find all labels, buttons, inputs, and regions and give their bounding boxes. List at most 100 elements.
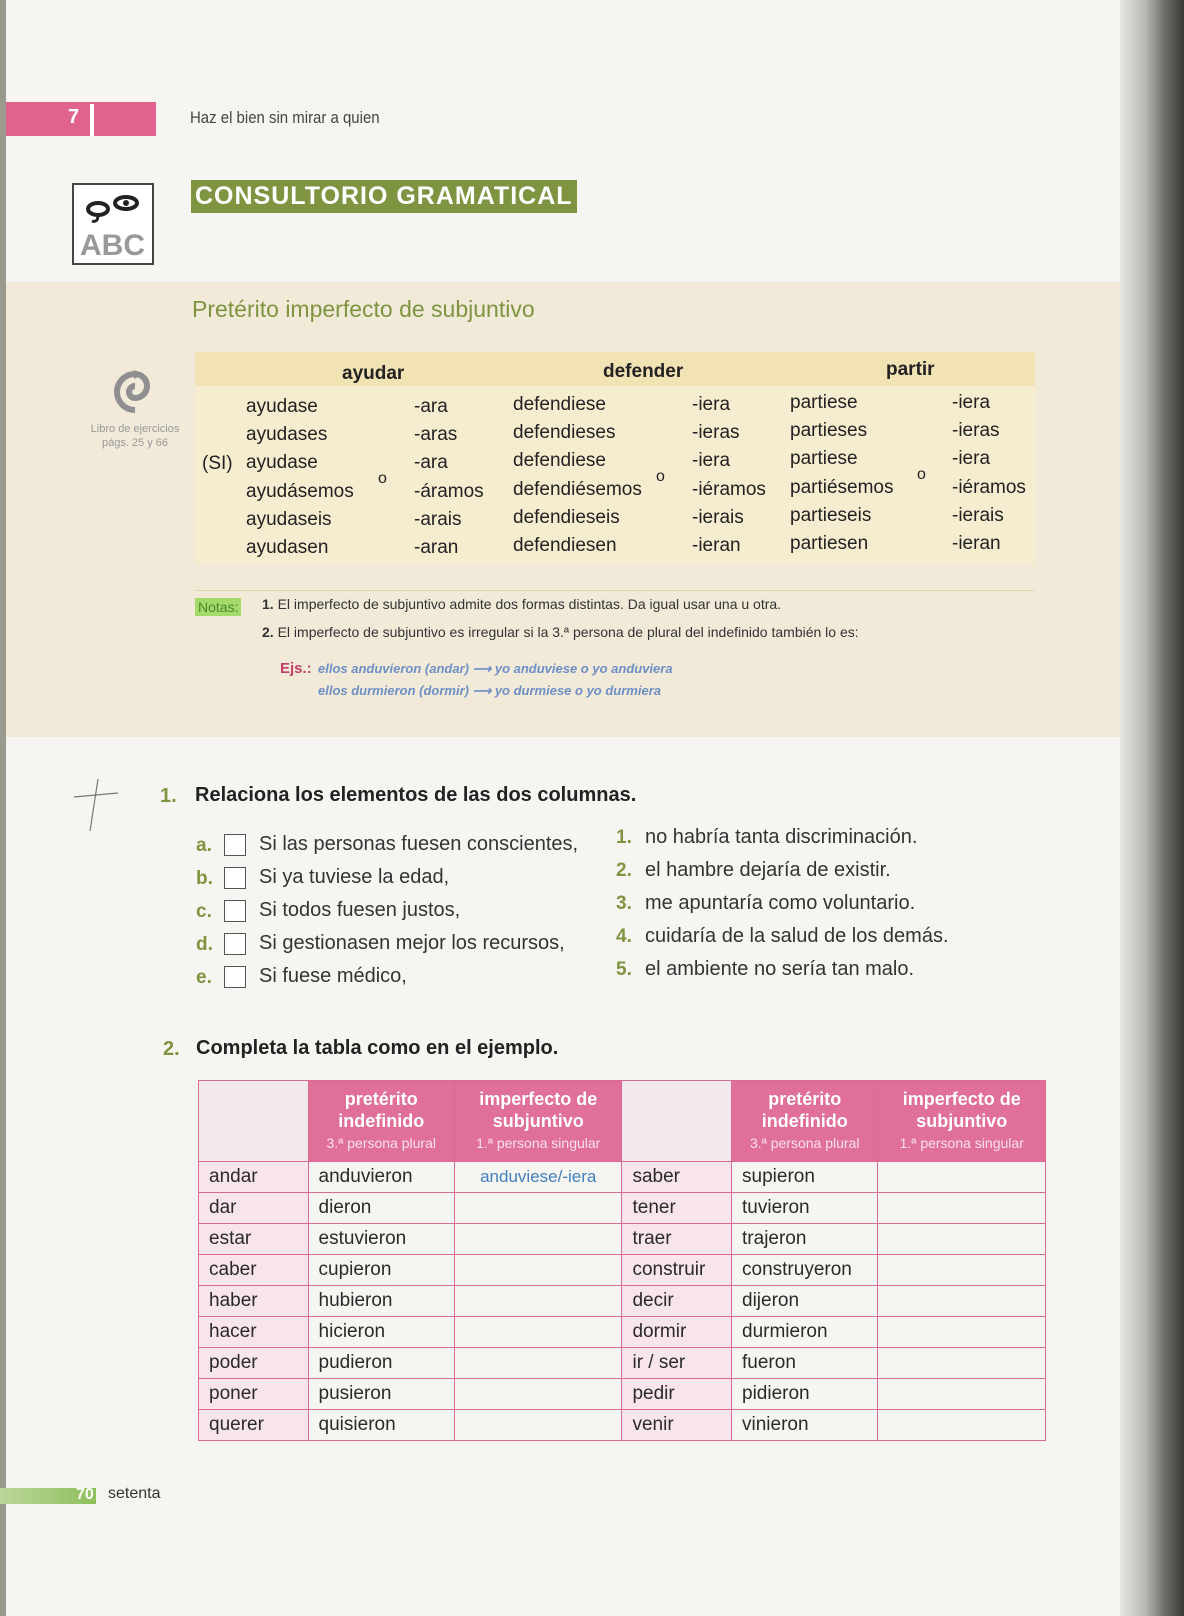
book-spine-shadow — [1120, 0, 1184, 1616]
answer-cell[interactable] — [453, 1223, 623, 1255]
conjugation-ending: -ieran — [692, 535, 741, 556]
answer-cell[interactable] — [453, 1254, 623, 1286]
note-number: 2. — [262, 624, 274, 640]
answer-cell[interactable] — [453, 1347, 623, 1379]
table-header-row: pretérito indefinido 3.ª persona plural i… — [198, 1080, 1046, 1162]
header-sub: 3.ª persona plural — [326, 1135, 436, 1151]
pencil-mark — [72, 775, 122, 840]
infinitive-cell: traer — [621, 1223, 733, 1255]
conjugation-ending: -iera — [692, 394, 731, 415]
infinitive-cell: saber — [621, 1161, 733, 1193]
item-number: 4. — [616, 926, 632, 947]
answer-cell[interactable] — [453, 1409, 623, 1441]
answer-cell[interactable] — [877, 1409, 1046, 1441]
item-letter: e. — [196, 967, 212, 988]
conjugated-form: defendiese — [513, 450, 606, 472]
conjugated-form: ayudase — [246, 396, 318, 417]
answer-checkbox[interactable] — [224, 933, 246, 955]
section-label: CONSULTORIO GRAMATICAL — [191, 180, 577, 213]
answer-cell[interactable] — [877, 1378, 1046, 1410]
note-number: 1. — [262, 596, 274, 612]
answer-checkbox[interactable] — [224, 834, 246, 856]
conjugation-ending: -ieras — [952, 420, 1000, 442]
conjugation-ending: -aras — [414, 424, 458, 446]
examples-label: Ejs.: — [280, 660, 312, 677]
answer-cell[interactable] — [877, 1192, 1046, 1224]
header-preterito: pretérito indefinido 3.ª persona plural — [731, 1080, 879, 1162]
table-row: andar anduvieron anduviese/-iera saber s… — [198, 1161, 1046, 1193]
infinitive-cell: poner — [198, 1378, 309, 1410]
answer-cell[interactable] — [877, 1285, 1046, 1317]
item-number: 5. — [616, 959, 632, 980]
conjugated-form: ayudásemos — [246, 480, 354, 502]
answer-cell[interactable] — [877, 1223, 1046, 1255]
notes-label: Notas: — [195, 598, 242, 616]
answer-checkbox[interactable] — [224, 867, 246, 889]
infinitive-cell: pedir — [621, 1378, 733, 1410]
example-2: ellos durmieron (dormir) ⟶ yo durmiese o… — [318, 683, 661, 698]
page-number-word: setenta — [108, 1485, 161, 1502]
right-item-text: el hambre dejaría de existir. — [645, 859, 891, 881]
infinitive-cell: hacer — [198, 1316, 309, 1348]
answer-cell[interactable] — [453, 1285, 623, 1317]
verb-header: ayudar — [342, 363, 405, 384]
conjugated-form: defendiesen — [513, 535, 617, 556]
infinitive-cell: haber — [198, 1285, 309, 1317]
right-item-text: el ambiente no sería tan malo. — [645, 958, 915, 980]
table-row: querer quisieron venir vinieron — [198, 1409, 1046, 1441]
exercise-1-title: Relaciona los elementos de las dos colum… — [195, 784, 637, 806]
answer-cell[interactable] — [453, 1316, 623, 1348]
preterito-cell: anduvieron — [307, 1161, 455, 1193]
conjugation-ending: -arais — [414, 508, 462, 530]
answer-cell[interactable] — [877, 1347, 1046, 1379]
header-text: imperfecto de subjuntivo — [479, 1089, 598, 1131]
header-sub: 1.ª persona singular — [899, 1135, 1024, 1151]
preterito-cell: dijeron — [731, 1285, 879, 1317]
preterito-cell: hubieron — [307, 1285, 455, 1317]
answer-cell[interactable] — [877, 1254, 1046, 1286]
preterito-cell: supieron — [731, 1161, 879, 1193]
answer-cell[interactable] — [453, 1378, 623, 1410]
answer-checkbox[interactable] — [224, 900, 246, 922]
header-text: imperfecto de subjuntivo — [902, 1089, 1021, 1131]
table-row: poner pusieron pedir pidieron — [198, 1378, 1046, 1410]
conjugated-form: partiesen — [790, 533, 869, 554]
item-letter: b. — [196, 868, 213, 889]
answer-cell[interactable] — [877, 1161, 1046, 1193]
conjugation-ending: -ierais — [692, 506, 744, 528]
header-text: pretérito indefinido — [338, 1089, 425, 1131]
left-item-text: Si las personas fuesen conscientes, — [259, 833, 579, 855]
right-item-text: cuidaría de la salud de los demás. — [645, 925, 949, 947]
answer-cell[interactable] — [877, 1316, 1046, 1348]
conjugation-table — [195, 352, 1035, 564]
conjugation-ending: -iéramos — [952, 476, 1026, 498]
example-1: ellos anduvieron (andar) ⟶ yo anduviese … — [318, 661, 673, 676]
si-label: (SI) — [202, 453, 233, 474]
or-label: o — [656, 468, 665, 485]
preterito-cell: pudieron — [307, 1347, 455, 1379]
right-item-text: me apuntaría como voluntario. — [645, 892, 916, 914]
preterito-cell: hicieron — [307, 1316, 455, 1348]
header-imperfecto: imperfecto de subjuntivo 1.ª persona sing… — [453, 1080, 623, 1162]
chapter-number: 7 — [68, 106, 80, 128]
table-row: poder pudieron ir / ser fueron — [198, 1347, 1046, 1379]
infinitive-cell: caber — [198, 1254, 309, 1286]
preterito-cell: pusieron — [307, 1378, 455, 1410]
chapter-bar — [6, 102, 156, 136]
exercise-2-number: 2. — [163, 1038, 180, 1060]
left-item-text: Si gestionasen mejor los recursos, — [259, 932, 565, 954]
note-2: 2. El imperfecto de subjuntivo es irregu… — [262, 624, 859, 640]
verb-header: defender — [603, 361, 684, 382]
conjugated-form: defendieses — [513, 422, 616, 444]
answer-cell[interactable]: anduviese/-iera — [453, 1161, 623, 1193]
answer-cell[interactable] — [453, 1192, 623, 1224]
right-item-text: no habría tanta discriminación. — [645, 826, 918, 848]
infinitive-cell: andar — [198, 1161, 309, 1193]
header-blank — [198, 1080, 309, 1162]
conjugated-form: ayudases — [246, 424, 328, 446]
conjugation-ending: -aran — [414, 537, 459, 558]
conjugated-form: ayudasen — [246, 537, 329, 558]
answer-checkbox[interactable] — [224, 966, 246, 988]
preterito-cell: trajeron — [731, 1223, 879, 1255]
conjugation-header — [195, 352, 1035, 386]
